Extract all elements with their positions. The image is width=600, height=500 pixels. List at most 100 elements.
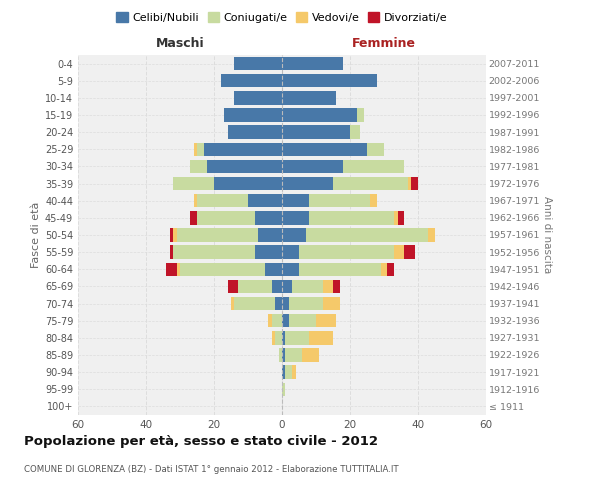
Bar — [286, 366, 292, 379]
Bar — [333, 177, 408, 190]
Bar — [227, 126, 282, 139]
Bar — [238, 280, 272, 293]
Bar — [282, 126, 350, 139]
Bar — [194, 142, 197, 156]
Bar — [282, 142, 367, 156]
Bar — [282, 108, 357, 122]
Bar — [316, 314, 337, 328]
Bar — [258, 228, 282, 241]
Bar — [272, 280, 282, 293]
Bar — [170, 228, 173, 241]
Bar — [282, 297, 289, 310]
Bar — [309, 331, 333, 344]
Bar — [224, 108, 282, 122]
Bar — [282, 331, 286, 344]
Bar — [398, 211, 404, 224]
Legend: Celibi/Nubili, Coniugati/e, Vedovi/e, Divorziati/e: Celibi/Nubili, Coniugati/e, Vedovi/e, Di… — [112, 8, 452, 28]
Y-axis label: Fasce di età: Fasce di età — [31, 202, 41, 268]
Bar — [370, 194, 377, 207]
Bar — [176, 262, 180, 276]
Bar — [197, 142, 204, 156]
Bar — [248, 194, 282, 207]
Bar — [289, 297, 323, 310]
Bar — [194, 194, 197, 207]
Bar — [255, 246, 282, 259]
Bar — [214, 177, 282, 190]
Bar — [221, 74, 282, 88]
Bar — [302, 348, 319, 362]
Bar — [272, 314, 282, 328]
Bar — [265, 262, 282, 276]
Bar — [235, 297, 275, 310]
Bar — [282, 74, 377, 88]
Bar — [282, 57, 343, 70]
Bar — [333, 280, 340, 293]
Bar — [231, 297, 235, 310]
Bar — [282, 280, 292, 293]
Bar — [292, 366, 296, 379]
Bar — [282, 91, 337, 104]
Bar — [272, 331, 275, 344]
Bar — [268, 314, 272, 328]
Bar — [227, 280, 238, 293]
Bar — [350, 126, 360, 139]
Bar — [282, 228, 306, 241]
Bar — [404, 246, 415, 259]
Bar — [282, 366, 286, 379]
Bar — [173, 177, 214, 190]
Bar — [190, 211, 197, 224]
Text: COMUNE DI GLORENZA (BZ) - Dati ISTAT 1° gennaio 2012 - Elaborazione TUTTITALIA.I: COMUNE DI GLORENZA (BZ) - Dati ISTAT 1° … — [24, 465, 398, 474]
Bar — [394, 246, 404, 259]
Text: Popolazione per età, sesso e stato civile - 2012: Popolazione per età, sesso e stato civil… — [24, 435, 378, 448]
Bar — [282, 262, 299, 276]
Bar — [309, 211, 394, 224]
Bar — [309, 194, 370, 207]
Bar — [394, 211, 398, 224]
Bar — [282, 382, 286, 396]
Bar — [278, 348, 282, 362]
Y-axis label: Anni di nascita: Anni di nascita — [542, 196, 551, 274]
Bar — [255, 211, 282, 224]
Bar — [176, 228, 258, 241]
Bar — [282, 177, 333, 190]
Text: Femmine: Femmine — [352, 37, 416, 50]
Bar — [282, 211, 309, 224]
Bar — [282, 314, 289, 328]
Bar — [282, 348, 286, 362]
Bar — [388, 262, 394, 276]
Bar — [275, 331, 282, 344]
Bar — [197, 194, 248, 207]
Bar — [170, 246, 173, 259]
Bar — [428, 228, 435, 241]
Bar — [292, 280, 323, 293]
Bar — [204, 142, 282, 156]
Bar — [323, 297, 340, 310]
Bar — [299, 262, 380, 276]
Bar — [286, 348, 302, 362]
Bar — [380, 262, 388, 276]
Bar — [282, 160, 343, 173]
Bar — [299, 246, 394, 259]
Text: Maschi: Maschi — [155, 37, 205, 50]
Bar — [408, 177, 411, 190]
Bar — [235, 91, 282, 104]
Bar — [343, 160, 404, 173]
Bar — [235, 57, 282, 70]
Bar — [207, 160, 282, 173]
Bar — [173, 246, 255, 259]
Bar — [197, 211, 255, 224]
Bar — [173, 228, 176, 241]
Bar — [190, 160, 207, 173]
Bar — [282, 194, 309, 207]
Bar — [180, 262, 265, 276]
Bar — [275, 297, 282, 310]
Bar — [166, 262, 176, 276]
Bar — [289, 314, 316, 328]
Bar — [306, 228, 428, 241]
Bar — [282, 246, 299, 259]
Bar — [323, 280, 333, 293]
Bar — [411, 177, 418, 190]
Bar — [367, 142, 384, 156]
Bar — [286, 331, 309, 344]
Bar — [357, 108, 364, 122]
